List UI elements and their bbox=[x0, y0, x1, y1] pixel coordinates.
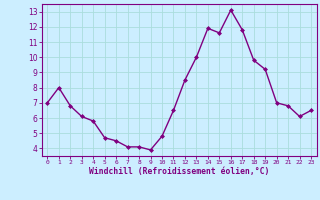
X-axis label: Windchill (Refroidissement éolien,°C): Windchill (Refroidissement éolien,°C) bbox=[89, 167, 269, 176]
